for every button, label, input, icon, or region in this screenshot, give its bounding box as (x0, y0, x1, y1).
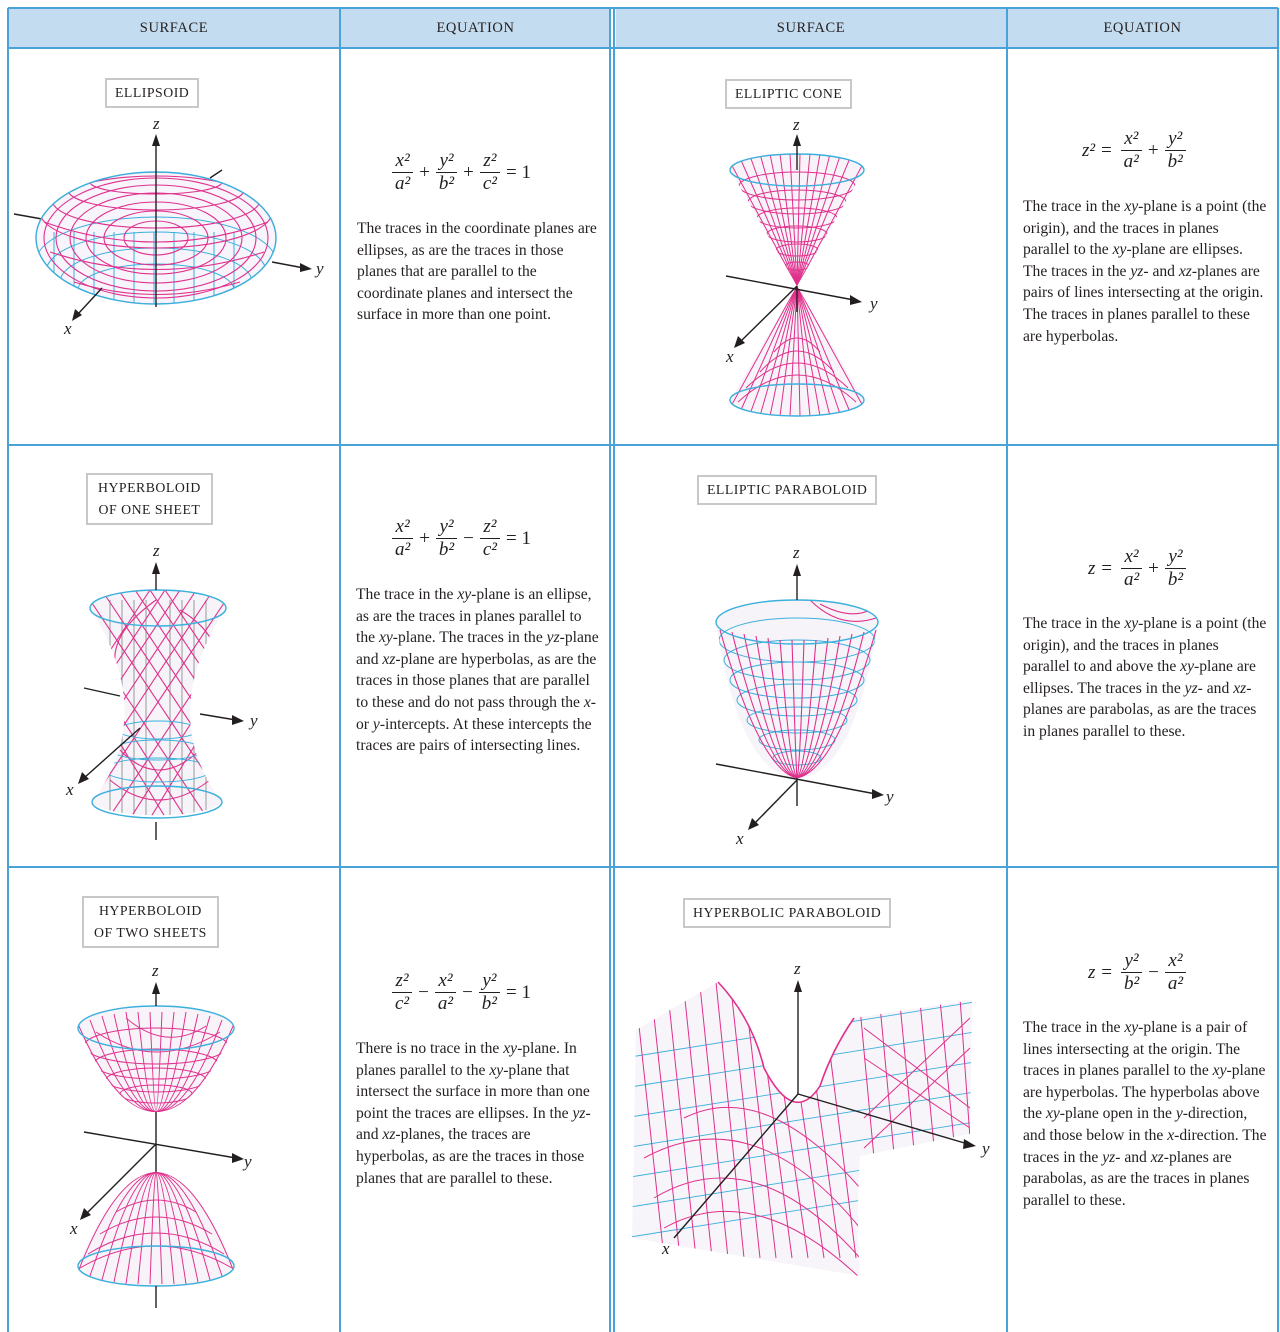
svg-text:z: z (792, 115, 800, 134)
hyperboloid-one-sheet-figure: z y x (65, 541, 258, 840)
svg-text:x: x (65, 780, 74, 799)
equation-hyperbolic-paraboloid: z = y² b² − x² a² (1088, 950, 1187, 995)
hyperbolic-paraboloid-figure: z y x (632, 959, 990, 1276)
surface-label-elliptic-cone: ELLIPTIC CONE (725, 79, 853, 109)
surface-label-hyperboloid-one-sheet: HYPERBOLOID OF ONE SHEET (86, 473, 213, 525)
surface-label-hyperboloid-two-sheets: HYPERBOLOID OF TWO SHEETS (82, 896, 219, 948)
description-hyperboloid-one-sheet: The trace in the xy-plane is an ellipse,… (356, 586, 599, 755)
svg-text:x: x (661, 1239, 670, 1258)
svg-text:z: z (152, 541, 160, 560)
header-cell-surface-right (616, 9, 1006, 47)
grid-line (609, 8, 611, 1332)
hyperboloid-upper-sheet-mesh (78, 1006, 234, 1112)
surface-label-ellipsoid: ELLIPSOID (105, 78, 200, 108)
description-elliptic-cone: The trace in the xy-plane is a point (th… (1023, 198, 1267, 345)
ellipsoid-figure: z y x (13, 114, 324, 338)
svg-text:x: x (725, 347, 734, 366)
header-surface-left: SURFACE (139, 20, 209, 36)
surface-label-hyperbolic-paraboloid: HYPERBOLIC PARABOLOID (683, 898, 892, 928)
header-equation-right: EQUATION (1103, 20, 1182, 36)
description-elliptic-paraboloid: The trace in the xy-plane is a point (th… (1023, 615, 1267, 740)
svg-text:y: y (314, 259, 324, 278)
svg-text:y: y (868, 294, 878, 313)
svg-text:y: y (242, 1152, 252, 1171)
svg-text:z: z (792, 543, 800, 562)
svg-text:z: z (793, 959, 801, 978)
header-surface-right: SURFACE (776, 20, 846, 36)
grid-line (1006, 8, 1008, 1332)
equation-elliptic-cone: z² = x² a² + y² b² (1082, 128, 1186, 173)
svg-text:x: x (63, 319, 72, 338)
svg-text:x: x (69, 1219, 78, 1238)
svg-text:z: z (151, 961, 159, 980)
hyperboloid-two-sheets-figure: z y x (69, 961, 252, 1308)
description-ellipsoid: The traces in the coordinate planes are … (357, 220, 597, 324)
grid-line (339, 8, 341, 1332)
elliptic-paraboloid-mesh (716, 600, 878, 778)
grid-line (8, 7, 1278, 9)
equation-elliptic-paraboloid: z = x² a² + y² b² (1088, 546, 1187, 591)
equation-hyperboloid-two-sheets: z² c² − x² a² − y² b² = 1 (392, 970, 537, 1015)
equation-hyperboloid-one-sheet: x² a² + y² b² − z² c² = 1 (392, 516, 537, 561)
grid-line (613, 8, 615, 1332)
hyperboloid-lower-sheet-mesh (78, 1172, 234, 1286)
ellipsoid-mesh (36, 172, 276, 304)
svg-text:y: y (884, 787, 894, 806)
grid-line (7, 8, 9, 1332)
header-cell-surface-left (9, 9, 339, 47)
grid-line (8, 866, 1278, 868)
grid-line (8, 47, 1278, 49)
surface-label-elliptic-paraboloid: ELLIPTIC PARABOLOID (697, 475, 878, 505)
equation-ellipsoid: x² a² + y² b² + z² c² = 1 (392, 150, 537, 195)
grid-line (8, 444, 1278, 446)
header-cell-equation-right (1008, 9, 1277, 47)
svg-text:y: y (980, 1139, 990, 1158)
header-cell-equation-left (341, 9, 610, 47)
svg-text:x: x (735, 829, 744, 848)
elliptic-cone-upper-mesh (730, 154, 864, 286)
elliptic-paraboloid-figure: z y x (715, 543, 894, 848)
grid-line (1277, 8, 1279, 1332)
svg-text:y: y (248, 711, 258, 730)
description-hyperboloid-two-sheets: There is no trace in the xy-plane. In pl… (356, 1040, 591, 1187)
svg-text:z: z (152, 114, 160, 133)
elliptic-cone-figure: z y x (725, 115, 878, 417)
description-hyperbolic-paraboloid: The trace in the xy-plane is a pair of l… (1023, 1019, 1267, 1209)
header-equation-left: EQUATION (436, 20, 515, 36)
